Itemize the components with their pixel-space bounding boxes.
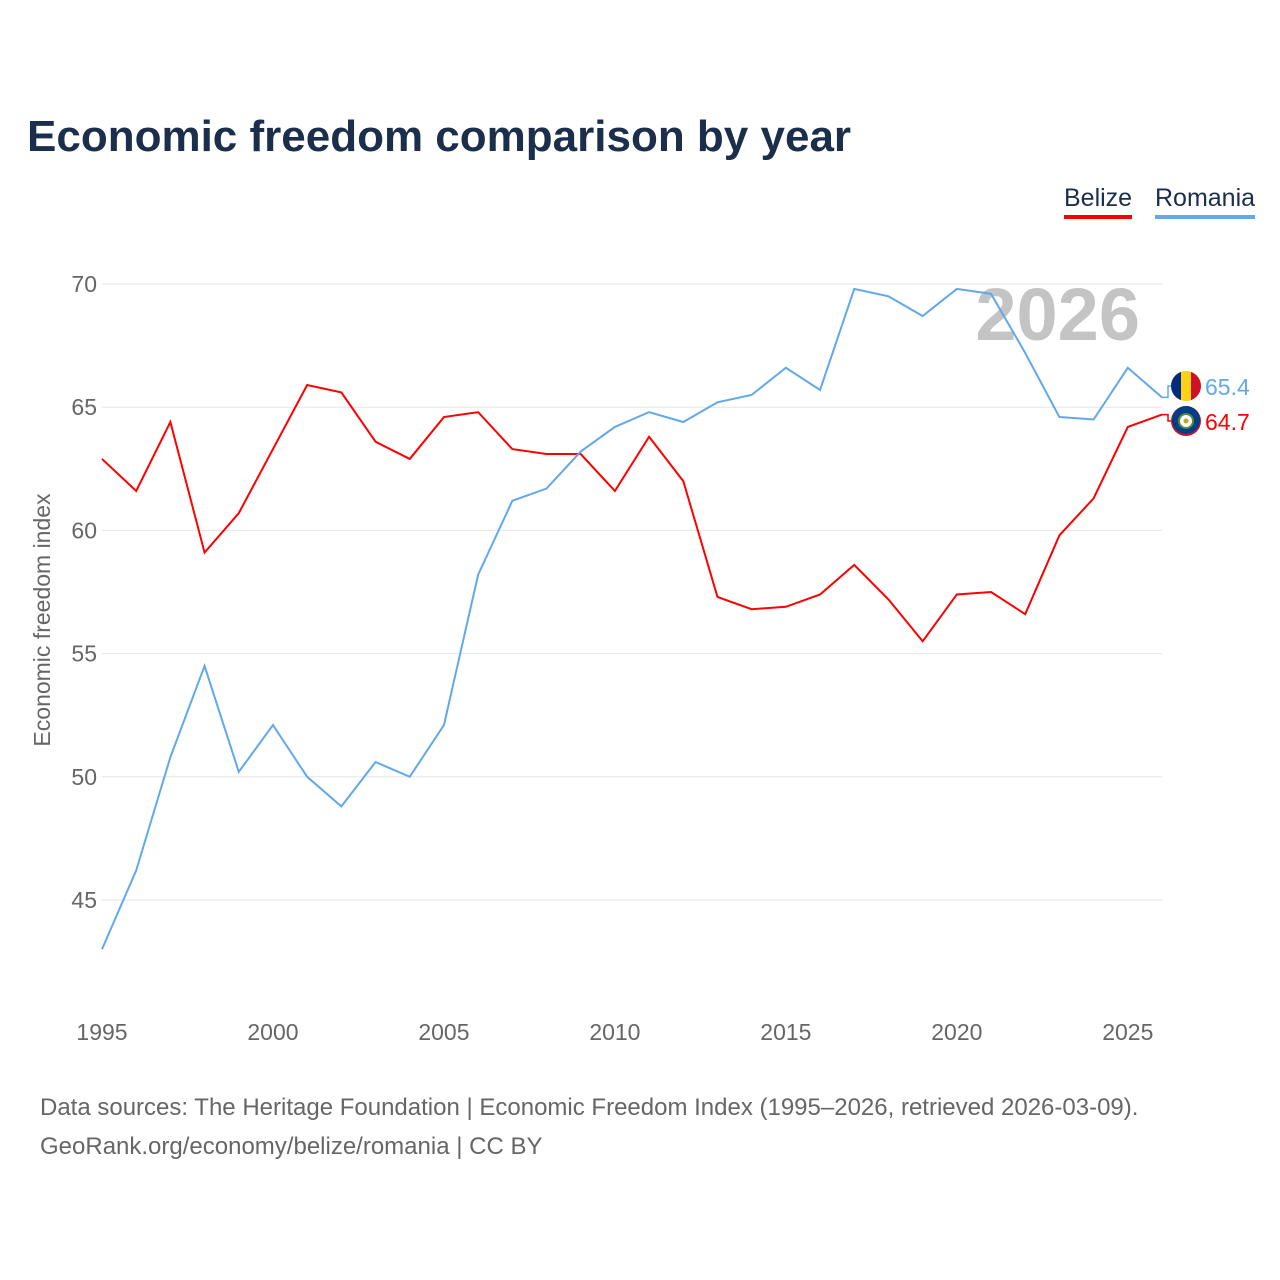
legend-romania[interactable]: Romania (1155, 184, 1256, 219)
source-note: Data sources: The Heritage Foundation | … (40, 1088, 1138, 1166)
connector (1162, 385, 1172, 399)
legend-belize[interactable]: Belize (1064, 184, 1133, 219)
source-line-1: Data sources: The Heritage Foundation | … (40, 1094, 1139, 1121)
y-axis-label: Economic freedom index (29, 493, 55, 747)
y-tick-label: 60 (71, 517, 97, 543)
x-tick-label: 2005 (418, 1019, 469, 1045)
x-tick-label: 2010 (589, 1019, 640, 1045)
y-tick-label: 55 (71, 641, 97, 667)
x-tick-label: 2025 (1102, 1019, 1153, 1045)
x-tick-label: 2020 (931, 1019, 982, 1045)
series-line-romania (101, 287, 1163, 950)
belize-flag-icon (1183, 418, 1189, 424)
end-label-belize: 64.7 (1205, 409, 1250, 435)
source-line-2[interactable]: GeoRank.org/economy/belize/romania | CC … (40, 1133, 543, 1160)
y-tick-label: 45 (71, 887, 97, 913)
romania-flag-icon (1171, 371, 1181, 401)
year-watermark: 2026 (975, 273, 1140, 356)
x-tick-label: 1995 (76, 1019, 127, 1045)
x-tick-label: 2015 (760, 1019, 811, 1045)
connector (1162, 413, 1172, 422)
x-tick-label: 2000 (247, 1019, 298, 1045)
series-line-belize (101, 383, 1163, 643)
y-tick-label: 50 (71, 764, 97, 790)
chart-title: Economic freedom comparison by year (27, 112, 852, 161)
romania-flag-icon (1181, 371, 1191, 401)
y-tick-label: 65 (71, 394, 97, 420)
y-tick-label: 70 (71, 271, 97, 297)
end-label-romania: 65.4 (1205, 374, 1250, 400)
romania-flag-icon (1191, 371, 1201, 401)
